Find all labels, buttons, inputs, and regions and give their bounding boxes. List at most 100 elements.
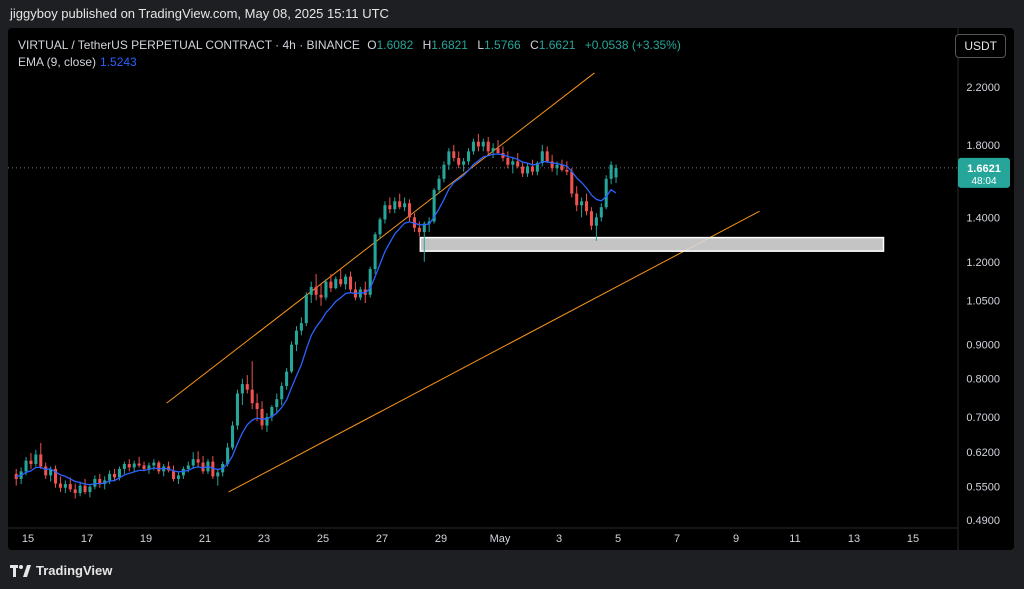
candle-body xyxy=(78,485,82,494)
candle-body xyxy=(432,189,436,222)
candle-body xyxy=(260,409,264,426)
candle-body xyxy=(44,466,48,476)
candle-body xyxy=(73,489,77,494)
tradingview-footer[interactable]: TradingView xyxy=(10,563,112,578)
high-label: H xyxy=(422,38,432,52)
candle-body xyxy=(358,289,362,298)
candle-body xyxy=(599,207,603,218)
chart-panel[interactable]: 2.2000 1.8000 1.4000 1.2000 1.0500 0.9000 0.80… xyxy=(8,28,1014,550)
candle-body xyxy=(191,459,195,466)
candle-body xyxy=(486,141,490,152)
candle-body xyxy=(58,483,62,488)
candle-body xyxy=(68,484,72,490)
x-tick-label: 7 xyxy=(674,533,680,545)
price-chart[interactable]: 2.2000 1.8000 1.4000 1.2000 1.0500 0.9000 0.80… xyxy=(8,28,1014,550)
candle-body xyxy=(172,470,176,479)
candle-body xyxy=(265,417,269,426)
candle-body xyxy=(378,219,382,235)
candle-body xyxy=(417,227,421,233)
candle-body xyxy=(570,171,574,194)
candle-body xyxy=(437,178,441,190)
candle-body xyxy=(280,385,284,400)
candle-body xyxy=(339,279,343,285)
x-tick-label: 5 xyxy=(615,533,621,545)
candle-body xyxy=(245,384,249,390)
candle-body xyxy=(604,178,608,208)
candle-body xyxy=(471,141,475,152)
candle-body xyxy=(83,485,87,492)
candle-body xyxy=(24,460,28,472)
candle-body xyxy=(580,201,584,206)
x-tick-label: 9 xyxy=(733,533,739,545)
candle-body xyxy=(457,157,461,165)
y-tick-label: 1.2000 xyxy=(966,257,1000,269)
y-tick-label: 1.0500 xyxy=(966,295,1000,307)
candle-body xyxy=(393,201,397,210)
ema-legend[interactable]: EMA (9, close) 1.5243 xyxy=(18,55,137,69)
y-tick-label: 0.8000 xyxy=(966,374,1000,386)
x-tick-label: 19 xyxy=(140,533,152,545)
candle-body xyxy=(275,399,279,408)
candle-body xyxy=(319,294,323,298)
candle-body xyxy=(250,389,254,404)
high-value: 1.6821 xyxy=(431,38,468,52)
symbol-legend: VIRTUAL / TetherUS PERPETUAL CONTRACT · … xyxy=(18,38,685,52)
candle-body xyxy=(186,465,190,469)
x-tick-label: 23 xyxy=(258,533,270,545)
x-tick-label: 15 xyxy=(22,533,34,545)
candle-body xyxy=(176,475,180,479)
ema-value: 1.5243 xyxy=(100,55,137,69)
y-tick-label: 2.2000 xyxy=(966,82,1000,94)
y-tick-label: 1.8000 xyxy=(966,140,1000,152)
candle-body xyxy=(34,454,38,465)
candle-body xyxy=(344,276,348,285)
candle-body xyxy=(614,167,618,178)
candle-body xyxy=(403,203,407,208)
candle-body xyxy=(368,269,372,295)
candle-body xyxy=(609,164,613,179)
candle-body xyxy=(422,223,426,233)
candle-body xyxy=(152,462,156,466)
candle-body xyxy=(594,217,598,226)
candle-body xyxy=(408,203,412,218)
candle-body xyxy=(398,201,402,208)
candle-body xyxy=(491,148,495,152)
candle-body xyxy=(196,459,200,463)
candle-body xyxy=(127,464,131,468)
candle-body xyxy=(447,151,451,165)
price-tag xyxy=(958,157,1010,188)
x-tick-label: 13 xyxy=(848,533,860,545)
candle-body xyxy=(383,205,387,220)
candle-body xyxy=(309,286,313,295)
candle-body xyxy=(324,281,328,298)
low-label: L xyxy=(477,38,485,52)
currency-button[interactable]: USDT xyxy=(955,34,1006,58)
x-tick-label: 17 xyxy=(81,533,93,545)
candle-body xyxy=(555,164,559,169)
x-tick-label: 25 xyxy=(317,533,329,545)
y-tick-label: 0.4900 xyxy=(966,515,1000,527)
candle-body xyxy=(462,161,466,165)
candle-body xyxy=(496,148,500,153)
candle-body xyxy=(270,407,274,418)
price-tag-value: 1.6621 xyxy=(967,163,1001,175)
footer-brand: TradingView xyxy=(36,563,113,578)
candle-body xyxy=(157,462,161,472)
candle-body xyxy=(526,166,530,174)
candle-body xyxy=(285,371,289,386)
price-tag-countdown: 48:04 xyxy=(971,176,996,187)
candle-body xyxy=(589,211,593,226)
support-zone-0 xyxy=(419,236,885,252)
candle-body xyxy=(93,478,97,487)
x-tick-label: 29 xyxy=(435,533,447,545)
candle-body xyxy=(201,462,205,472)
candle-body xyxy=(427,221,431,224)
candle-body xyxy=(442,164,446,179)
candle-body xyxy=(535,163,539,172)
candle-body xyxy=(373,234,377,270)
candle-body xyxy=(132,463,136,468)
candle-body xyxy=(575,193,579,206)
candle-body xyxy=(545,151,549,162)
candle-body xyxy=(98,478,102,485)
candle-body xyxy=(142,465,146,469)
